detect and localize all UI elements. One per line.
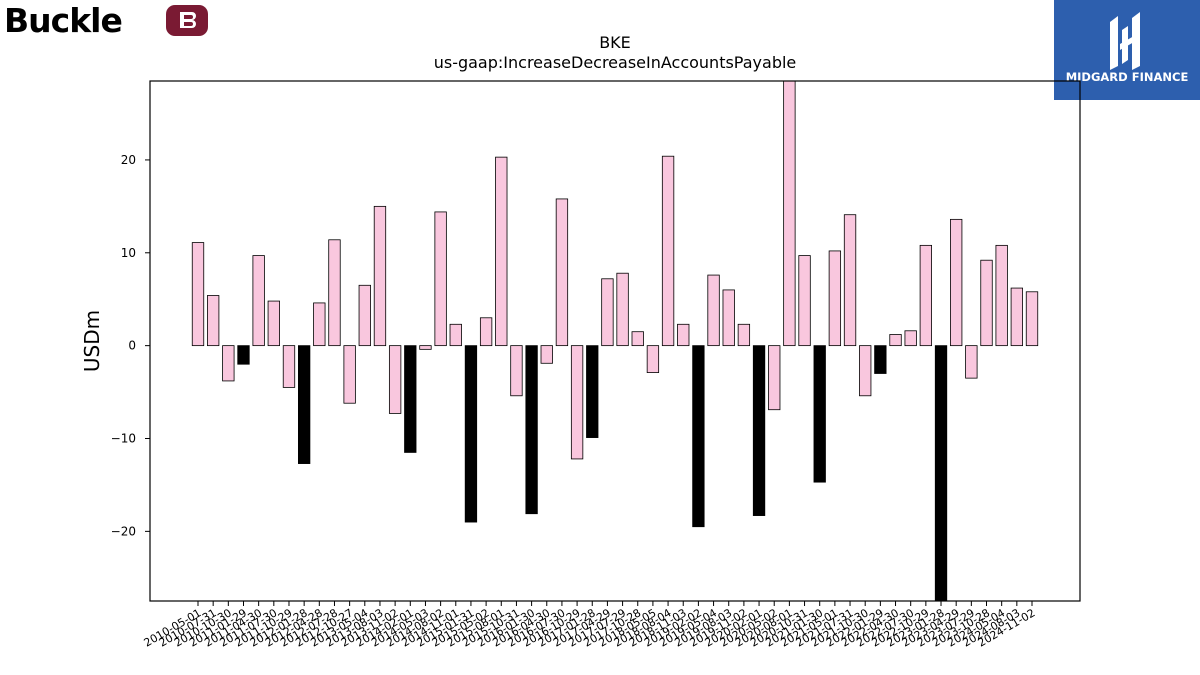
- bar-2023-10-28: [980, 259, 993, 347]
- bar-2020-08-01: [783, 80, 796, 347]
- x-axis: 2010-05-012010-07-312010-10-302011-01-29…: [142, 601, 1038, 650]
- badge-text: MIDGARD FINANCE: [1066, 70, 1189, 84]
- bar-2019-05-04: [707, 274, 720, 347]
- bar-2011-01-29: [237, 345, 250, 365]
- bar-2024-11-02: [1025, 291, 1039, 347]
- bar-2016-07-30: [555, 198, 569, 347]
- bar-2012-04-28: [313, 302, 326, 347]
- bar-2014-05-03: [419, 345, 432, 350]
- bar-2017-07-29: [616, 272, 629, 347]
- bar-2019-02-02: [692, 345, 705, 528]
- logo-mark-glyph: [180, 12, 196, 28]
- bar-2023-07-29: [965, 345, 978, 379]
- bar-2011-10-29: [282, 345, 296, 388]
- bar-2022-10-29: [919, 244, 932, 347]
- bar-2020-05-02: [768, 345, 781, 411]
- bar-2022-07-30: [904, 330, 917, 347]
- bar-2018-11-03: [677, 323, 690, 347]
- y-tick-label: 0: [128, 339, 136, 353]
- y-tick-label: −20: [111, 524, 136, 538]
- bar-2011-07-30: [267, 300, 280, 347]
- y-tick-label: 10: [121, 246, 136, 260]
- bar-2010-07-31: [207, 295, 220, 347]
- bar-2022-04-30: [889, 334, 902, 347]
- midgard-finance-badge: MIDGARD FINANCE: [1054, 0, 1200, 100]
- bar-2022-01-29: [874, 345, 887, 374]
- bar-2012-07-28: [328, 239, 341, 347]
- bar-2011-04-30: [252, 255, 265, 347]
- y-axis: −20 −10 0 10 20: [111, 153, 150, 538]
- bars-layer: [191, 80, 1039, 602]
- bar-2010-10-30: [222, 345, 235, 382]
- bar-2023-01-28: [934, 345, 948, 602]
- bar-2012-01-28: [297, 345, 311, 464]
- bar-2020-02-01: [752, 345, 766, 516]
- bar-2021-07-31: [843, 214, 857, 347]
- bar-2015-05-02: [479, 317, 493, 347]
- chart-title: BKE: [599, 33, 631, 52]
- bar-2019-11-02: [737, 323, 751, 347]
- bar-2017-10-28: [631, 331, 644, 347]
- bar-2014-02-01: [404, 345, 417, 453]
- bar-2015-10-31: [510, 345, 523, 397]
- bar-2014-11-01: [449, 323, 462, 347]
- bar-2013-05-04: [358, 284, 371, 347]
- bar-2021-01-30: [813, 345, 826, 483]
- bar-2015-08-01: [495, 156, 508, 347]
- bar-2021-10-30: [859, 345, 872, 397]
- bar-2013-11-02: [388, 345, 402, 414]
- bar-2023-04-29: [950, 218, 963, 347]
- midgard-logo-icon: [1110, 12, 1140, 70]
- bar-2018-08-04: [661, 155, 675, 347]
- y-tick-label: −10: [111, 432, 136, 446]
- company-logo-text: Buckle: [4, 4, 122, 38]
- bar-2017-01-28: [586, 345, 599, 438]
- bar-2021-05-01: [828, 250, 842, 347]
- bar-2013-08-03: [373, 205, 387, 347]
- bar-2017-04-29: [601, 278, 614, 347]
- company-logo: Buckle: [4, 4, 208, 38]
- bar-2010-05-01: [191, 242, 205, 347]
- bar-2016-04-30: [540, 345, 553, 364]
- bar-2020-10-31: [798, 255, 811, 347]
- bar-2019-08-03: [722, 289, 735, 347]
- bar-2024-05-04: [995, 244, 1008, 347]
- chart-subtitle: us-gaap:IncreaseDecreaseInAccountsPayabl…: [434, 53, 797, 72]
- y-axis-label: USDm: [80, 310, 104, 372]
- plot-frame: [149, 80, 1081, 602]
- y-tick-label: 20: [121, 153, 136, 167]
- bar-2024-08-03: [1010, 287, 1023, 347]
- bar-2014-08-02: [434, 211, 447, 347]
- bar-2018-05-05: [646, 345, 660, 373]
- bar-2016-10-29: [570, 345, 584, 460]
- bar-2012-10-27: [343, 345, 356, 404]
- bar-2015-01-31: [464, 345, 478, 523]
- bar-2016-01-30: [525, 345, 538, 515]
